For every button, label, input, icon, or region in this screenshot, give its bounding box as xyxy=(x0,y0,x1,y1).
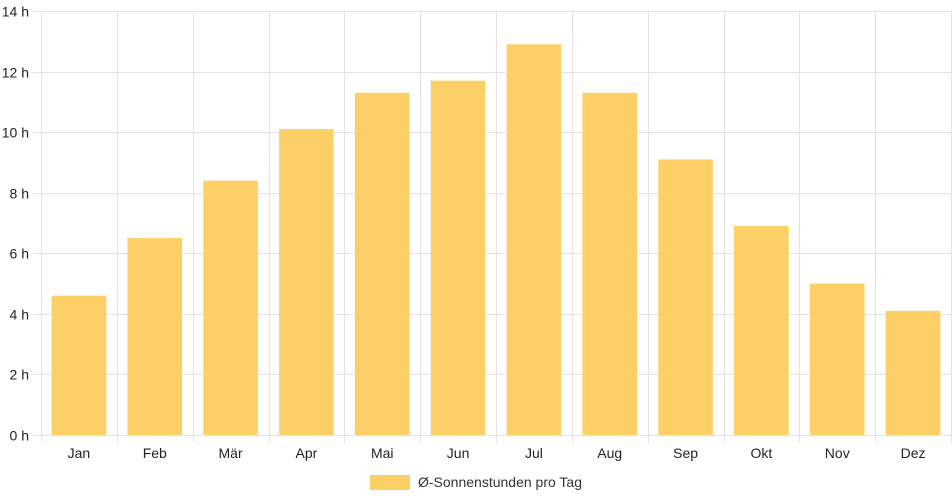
x-tick-label: Jun xyxy=(447,445,470,461)
legend-label[interactable]: Ø-Sonnenstunden pro Tag xyxy=(418,474,582,490)
bar[interactable] xyxy=(582,92,638,436)
bar[interactable] xyxy=(430,80,486,436)
y-tick-label: 10 h xyxy=(2,125,29,141)
bar[interactable] xyxy=(809,283,865,435)
y-tick-label: 2 h xyxy=(10,367,29,383)
x-tick-label: Nov xyxy=(825,445,850,461)
y-tick-label: 0 h xyxy=(10,428,29,444)
x-tick-label: Feb xyxy=(143,445,167,461)
bar[interactable] xyxy=(734,226,789,435)
legend-swatch[interactable] xyxy=(370,475,410,490)
bar[interactable] xyxy=(885,310,941,435)
y-tick-label: 8 h xyxy=(10,186,29,202)
bar[interactable] xyxy=(658,159,713,435)
x-tick-label: Jul xyxy=(525,445,543,461)
x-tick-label: Mär xyxy=(219,445,243,461)
x-tick-label: Mai xyxy=(371,445,394,461)
bar[interactable] xyxy=(51,295,107,435)
bar[interactable] xyxy=(354,92,410,436)
x-tick-label: Apr xyxy=(296,445,318,461)
bar[interactable] xyxy=(203,180,258,435)
bar-series xyxy=(51,44,941,436)
grid-lines xyxy=(33,11,952,443)
y-axis: 0 h 2 h 4 h 6 h 8 h 10 h 12 h 14 h xyxy=(2,4,29,444)
bar[interactable] xyxy=(506,44,562,436)
y-tick-label: 14 h xyxy=(2,4,29,20)
x-tick-label: Jan xyxy=(68,445,91,461)
x-tick-label: Sep xyxy=(673,445,698,461)
x-tick-label: Dez xyxy=(901,445,926,461)
y-tick-label: 12 h xyxy=(2,65,29,81)
bar[interactable] xyxy=(279,129,334,435)
y-tick-label: 4 h xyxy=(10,307,29,323)
bar[interactable] xyxy=(127,238,183,435)
x-tick-label: Aug xyxy=(597,445,622,461)
y-tick-label: 6 h xyxy=(10,246,29,262)
legend[interactable]: Ø-Sonnenstunden pro Tag xyxy=(370,474,582,490)
x-axis: Jan Feb Mär Apr Mai Jun Jul Aug Sep Okt Nov Dez xyxy=(68,445,926,461)
x-tick-label: Okt xyxy=(751,445,773,461)
